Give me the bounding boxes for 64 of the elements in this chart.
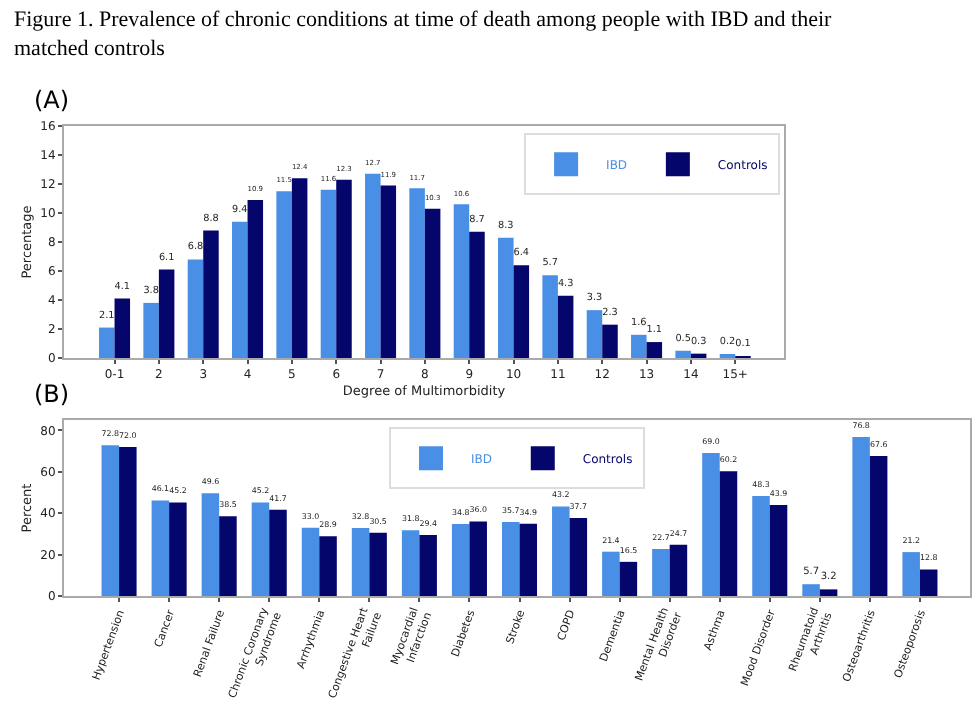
bar: [852, 436, 870, 596]
bar: [424, 208, 441, 358]
caption: Figure 1. Prevalence of chronic conditions at time of death among people with IBD and their matched controls: [14, 8, 833, 61]
bar: [631, 334, 647, 358]
bar: [101, 445, 120, 596]
bar: [143, 302, 159, 358]
bar: [469, 231, 485, 358]
bar: [219, 516, 237, 596]
bar: [869, 456, 888, 596]
bar: [203, 230, 219, 358]
bar: [602, 551, 620, 596]
bar: [369, 532, 387, 596]
bar: [319, 536, 337, 596]
bar: [557, 295, 574, 358]
bar: [646, 342, 663, 358]
bar: [752, 496, 770, 596]
bar: [498, 237, 514, 358]
bar: [320, 189, 337, 358]
chart-title: (A): [34, 86, 70, 114]
bar: [365, 173, 381, 358]
chart-title: (B): [34, 380, 70, 408]
bar: [519, 523, 538, 596]
bar: [501, 522, 520, 596]
bar: [158, 269, 175, 358]
bar: [602, 324, 618, 358]
bar: [419, 535, 437, 596]
bar: [802, 584, 820, 596]
bar: [119, 446, 137, 596]
bar: [902, 552, 920, 596]
bar: [451, 523, 470, 596]
bar: [169, 502, 187, 596]
bar: [619, 561, 638, 596]
bar: [586, 310, 603, 358]
bar: [719, 471, 738, 596]
bar: [99, 327, 115, 358]
bar: [469, 521, 487, 596]
bar: [114, 298, 131, 358]
bar: [336, 179, 352, 358]
bar: [201, 493, 220, 596]
bar: [291, 178, 308, 358]
bar: [187, 259, 204, 358]
bar: [669, 544, 688, 596]
bar: [380, 185, 397, 358]
bar: [301, 527, 320, 596]
bar: [652, 549, 670, 596]
bar: [232, 221, 248, 358]
bar: [151, 500, 170, 596]
bar: [251, 502, 270, 596]
bar: [675, 350, 691, 358]
bar: [269, 509, 287, 596]
bar: [919, 569, 938, 596]
bar: [702, 453, 720, 596]
bar: [453, 204, 470, 358]
bar: [276, 191, 292, 358]
bar: [401, 530, 420, 596]
bar: [409, 188, 425, 358]
bar: [769, 505, 788, 596]
bar: [542, 275, 558, 358]
bar: [819, 589, 838, 596]
bar: [513, 265, 530, 358]
bar: [552, 506, 570, 596]
bar: [351, 528, 370, 596]
bar: [569, 517, 588, 596]
bar: [247, 199, 264, 358]
